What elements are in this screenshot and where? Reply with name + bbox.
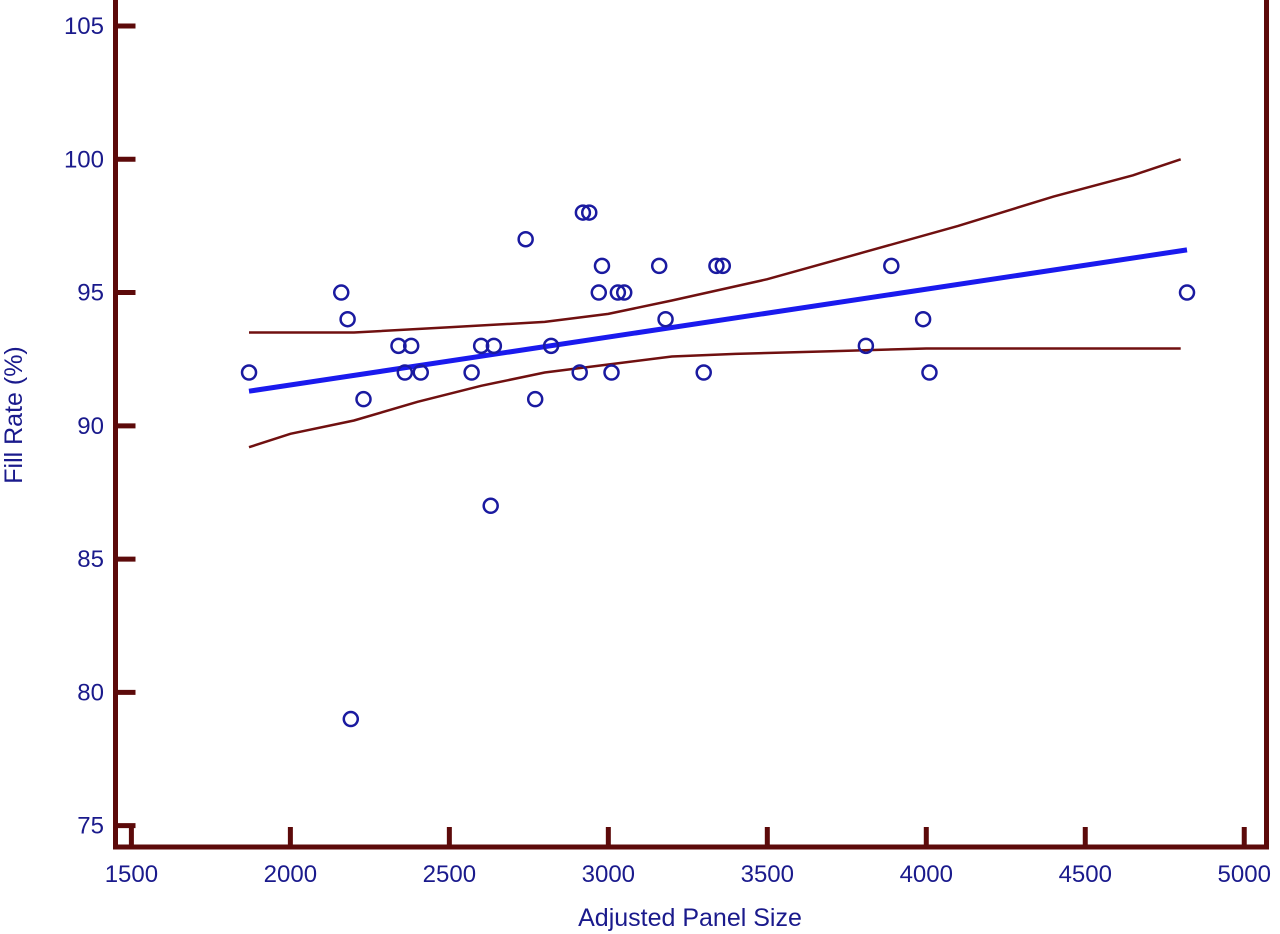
x-tick-label: 3000	[582, 861, 635, 888]
data-point	[240, 364, 258, 381]
data-point	[714, 257, 732, 275]
data-point	[914, 310, 932, 328]
upper-confidence-line	[249, 158, 1182, 334]
data-point	[574, 204, 592, 221]
data-point	[517, 230, 534, 248]
data-point	[695, 364, 712, 381]
data-point	[650, 257, 668, 275]
y-tick-label: 95	[77, 280, 104, 307]
ticks-layer: 1500 2000 2500 3000 3500 4000 4500 5000 75 80 85 90…	[64, 13, 1271, 888]
y-tick-label: 90	[77, 413, 104, 440]
data-point	[412, 364, 429, 381]
data-point	[396, 364, 414, 381]
data-point	[708, 257, 725, 275]
data-point	[526, 390, 544, 408]
data-point	[581, 204, 598, 221]
y-tick-label: 100	[64, 146, 104, 173]
data-point	[609, 284, 627, 301]
x-tick-label: 2000	[264, 861, 317, 888]
data-point	[390, 337, 407, 355]
data-point	[883, 257, 900, 275]
y-tick-label: 75	[77, 813, 104, 840]
x-tick-label: 4000	[900, 861, 953, 888]
data-point	[463, 364, 480, 381]
data-point	[657, 310, 674, 328]
x-tick-label: 3500	[741, 861, 794, 888]
data-point	[402, 337, 420, 355]
lines-layer	[248, 158, 1188, 449]
data-point	[482, 497, 499, 515]
data-point	[857, 337, 875, 355]
data-point	[593, 257, 611, 275]
lower-confidence-line	[248, 347, 1181, 449]
regression-line	[248, 247, 1188, 394]
points-layer	[240, 204, 1196, 728]
plot-frame	[113, 0, 1269, 850]
y-tick-label: 105	[64, 13, 104, 40]
x-tick-label: 1500	[105, 861, 158, 888]
data-point	[355, 390, 372, 408]
y-axis-title: Fill Rate (%)	[0, 346, 28, 484]
data-point	[542, 337, 560, 355]
x-tick-label: 5000	[1218, 861, 1271, 888]
y-tick-label: 80	[77, 679, 104, 706]
data-point	[921, 364, 938, 381]
data-point	[339, 310, 356, 328]
x-tick-label: 2500	[423, 861, 476, 888]
data-point	[485, 337, 503, 355]
y-tick-label: 85	[77, 546, 104, 573]
x-axis-title: Adjusted Panel Size	[578, 904, 802, 932]
data-point	[332, 284, 350, 301]
x-tick-label: 4500	[1059, 861, 1112, 888]
data-point	[615, 284, 633, 301]
data-point	[472, 337, 490, 355]
data-point	[1178, 284, 1196, 301]
data-point	[590, 284, 608, 301]
data-point	[603, 364, 620, 381]
data-point	[342, 710, 360, 728]
data-point	[571, 364, 588, 381]
